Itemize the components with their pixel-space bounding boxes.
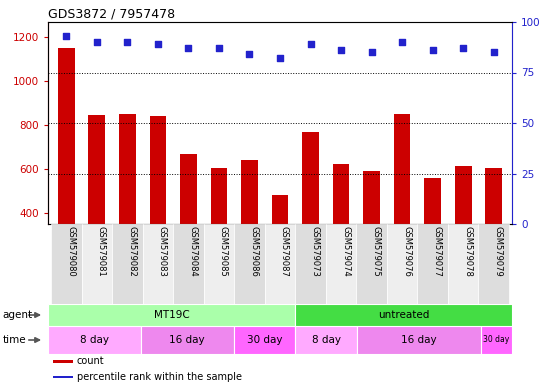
- Bar: [150, 116, 166, 301]
- Text: count: count: [77, 356, 104, 366]
- Bar: [295, 326, 358, 354]
- Bar: [89, 115, 105, 301]
- Text: GSM579082: GSM579082: [128, 227, 136, 277]
- Bar: [387, 224, 417, 304]
- Bar: [485, 168, 502, 301]
- Bar: [204, 224, 234, 304]
- Text: 8 day: 8 day: [80, 335, 109, 345]
- Bar: [81, 224, 112, 304]
- Point: [184, 45, 193, 51]
- Point: [428, 47, 437, 53]
- Text: GSM579086: GSM579086: [250, 227, 258, 277]
- Text: GSM579085: GSM579085: [219, 227, 228, 277]
- Text: GDS3872 / 7957478: GDS3872 / 7957478: [48, 8, 175, 21]
- Bar: [333, 164, 349, 301]
- Text: MT19C: MT19C: [154, 310, 190, 320]
- Text: GSM579081: GSM579081: [97, 227, 106, 277]
- Text: GSM579087: GSM579087: [280, 227, 289, 277]
- Text: GSM579077: GSM579077: [433, 227, 442, 277]
- Point: [398, 39, 406, 45]
- Bar: [53, 360, 73, 363]
- Text: 8 day: 8 day: [312, 335, 341, 345]
- Point: [459, 45, 468, 51]
- Bar: [211, 168, 227, 301]
- Point: [367, 49, 376, 55]
- Bar: [326, 224, 356, 304]
- Text: agent: agent: [3, 310, 33, 320]
- Bar: [53, 376, 73, 378]
- Bar: [455, 166, 471, 301]
- Bar: [51, 224, 81, 304]
- Bar: [234, 224, 265, 304]
- Point: [306, 41, 315, 47]
- Point: [123, 39, 132, 45]
- Bar: [48, 326, 141, 354]
- Bar: [481, 326, 512, 354]
- Text: 30 day: 30 day: [483, 336, 510, 344]
- Bar: [119, 114, 136, 301]
- Text: GSM579075: GSM579075: [372, 227, 381, 277]
- Point: [337, 47, 345, 53]
- Text: GSM579078: GSM579078: [463, 227, 472, 277]
- Bar: [417, 224, 448, 304]
- Bar: [356, 224, 387, 304]
- Point: [92, 39, 101, 45]
- Bar: [358, 326, 481, 354]
- Text: time: time: [3, 335, 26, 345]
- Bar: [265, 224, 295, 304]
- Text: percentile rank within the sample: percentile rank within the sample: [77, 372, 242, 382]
- Point: [214, 45, 223, 51]
- Point: [276, 55, 284, 61]
- Bar: [272, 195, 288, 301]
- Bar: [58, 48, 75, 301]
- Bar: [424, 178, 441, 301]
- Bar: [295, 224, 326, 304]
- Text: GSM579083: GSM579083: [158, 227, 167, 277]
- Bar: [302, 132, 319, 301]
- Text: GSM579080: GSM579080: [67, 227, 75, 277]
- Bar: [394, 114, 410, 301]
- Point: [153, 41, 162, 47]
- Bar: [234, 326, 295, 354]
- Text: untreated: untreated: [378, 310, 430, 320]
- Bar: [112, 224, 142, 304]
- Text: GSM579074: GSM579074: [341, 227, 350, 277]
- Text: GSM579084: GSM579084: [189, 227, 197, 277]
- Bar: [142, 224, 173, 304]
- Point: [490, 49, 498, 55]
- Text: GSM579076: GSM579076: [402, 227, 411, 277]
- Text: 16 day: 16 day: [402, 335, 437, 345]
- Text: 30 day: 30 day: [247, 335, 282, 345]
- Text: GSM579079: GSM579079: [494, 227, 503, 277]
- Text: GSM579073: GSM579073: [311, 227, 320, 277]
- Bar: [295, 304, 512, 326]
- Point: [62, 33, 71, 39]
- Text: 16 day: 16 day: [169, 335, 205, 345]
- Bar: [363, 171, 380, 301]
- Bar: [173, 224, 204, 304]
- Bar: [241, 161, 258, 301]
- Bar: [141, 326, 234, 354]
- Bar: [48, 304, 295, 326]
- Bar: [180, 154, 197, 301]
- Bar: [448, 224, 478, 304]
- Point: [245, 51, 254, 57]
- Bar: [478, 224, 509, 304]
